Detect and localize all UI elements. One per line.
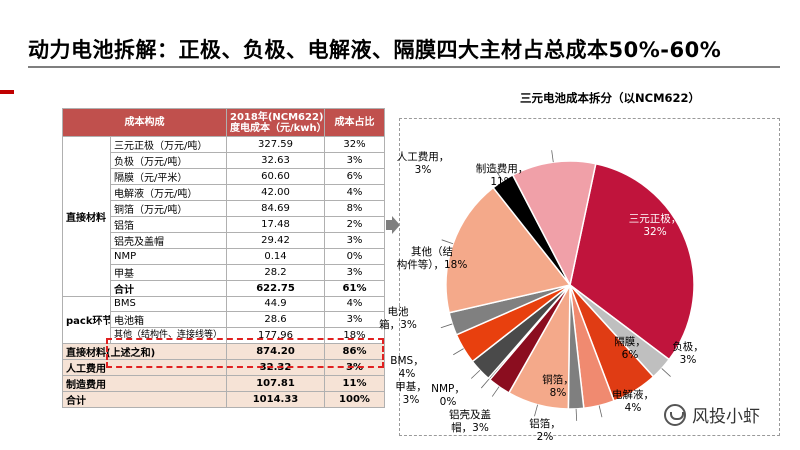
slice-label: 电解液， 4% xyxy=(612,388,654,414)
table-row: 负极（万元/吨） 32.63 3% xyxy=(63,152,385,169)
table-row: 铜箔（万元/吨） 84.69 8% xyxy=(63,200,385,217)
leader-line xyxy=(661,368,671,377)
header-unit-cost: 2018年(NCM622) 度电成本（元/kwh） xyxy=(226,108,325,137)
cell-label: 直接材料(上述之和) xyxy=(62,342,227,360)
leader-line xyxy=(453,348,464,356)
leader-line xyxy=(441,239,454,245)
slice-label: 隔膜， 6% xyxy=(614,336,646,361)
watermark: 风投小虾 xyxy=(664,402,760,427)
slice-label: 铜箔， 8% xyxy=(542,373,574,399)
leader-line xyxy=(575,408,578,421)
cell-cost: 107.81 xyxy=(226,374,325,392)
slice-label: 负极， 3% xyxy=(672,340,704,366)
leader-line xyxy=(491,386,500,397)
accent-bar xyxy=(0,90,14,94)
title-divider xyxy=(28,66,780,68)
slice-label: 甲基， 3% xyxy=(395,380,427,406)
total-row: 直接材料(上述之和) 874.20 86% xyxy=(62,342,385,360)
slice-label: 其他（结构件等），18% xyxy=(397,245,468,271)
cell-item: 合计 xyxy=(110,279,227,297)
watermark-text: 风投小虾 xyxy=(692,407,760,427)
table-row: 甲基 28.2 3% xyxy=(63,263,385,281)
table-row: 电池箱 28.6 3% xyxy=(63,311,385,328)
leader-line xyxy=(598,405,603,418)
pie-slice xyxy=(511,160,597,288)
table-row: 隔膜（元/平米） 60.60 6% xyxy=(63,168,385,185)
header-cost-structure: 成本构成 xyxy=(62,108,227,137)
leader-line xyxy=(480,378,490,389)
table-row: 铝壳及盖帽 29.42 3% xyxy=(63,232,385,249)
cell-cost: 622.75 xyxy=(226,279,325,297)
leader-line xyxy=(440,323,453,329)
cell-cost: 29.42 xyxy=(226,232,325,249)
chart-frame xyxy=(399,118,780,436)
slice-label: NMP， 0% xyxy=(431,383,465,408)
slice-label: 三元正极， 32% xyxy=(629,212,682,238)
slice-label: 人工费用， 3% xyxy=(397,150,450,176)
leader-line xyxy=(534,404,538,417)
cell-share: 86% xyxy=(324,342,385,360)
right-arrow-icon xyxy=(386,216,400,234)
table-row: 合计 622.75 61% xyxy=(63,279,385,297)
slice-label: 制造费用， 11% xyxy=(476,162,529,188)
pie-slice xyxy=(569,162,695,361)
chart-title: 三元电池成本拆分（以NCM622） xyxy=(520,91,701,105)
leader-line xyxy=(470,369,481,379)
cell-share: 3% xyxy=(324,311,385,328)
wechat-logo-icon xyxy=(664,403,686,426)
leader-line xyxy=(495,170,504,182)
slice-label: 铝壳及盖帽，3% xyxy=(449,408,491,434)
header-cost-share: 成本占比 xyxy=(324,108,385,137)
leader-line xyxy=(551,150,554,163)
slice-label: BMS， 4% xyxy=(390,355,423,380)
cell-label: 合计 xyxy=(62,390,227,408)
cell-share: 3% xyxy=(324,232,385,249)
cell-share: 100% xyxy=(324,390,385,408)
cell-share: 61% xyxy=(324,279,385,297)
table-row: 电解液（万元/吨） 42.00 4% xyxy=(63,184,385,201)
highlight-other-pack xyxy=(106,338,384,368)
total-row: 合计 1014.33 100% xyxy=(62,390,385,408)
slice-label: 电池箱，3% xyxy=(379,305,417,331)
page-title: 动力电池拆解：正极、负极、电解液、隔膜四大主材占总成本50%-60% xyxy=(28,38,722,62)
slice-label: 铝箔， 2% xyxy=(529,417,561,443)
